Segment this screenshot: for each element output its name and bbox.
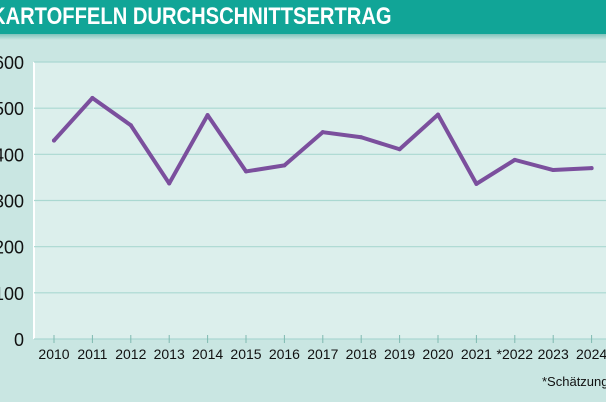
y-tick-label: 100 bbox=[0, 284, 24, 304]
x-tick-label: *2022 bbox=[497, 346, 534, 362]
header-bar: KARTOFFELN DURCHSCHNITTSERTRAG bbox=[0, 0, 606, 34]
x-tick-label: 2014 bbox=[192, 346, 223, 362]
data-point bbox=[474, 181, 479, 186]
y-tick-label: 600 bbox=[0, 53, 24, 73]
x-tick-label: 2024 bbox=[576, 346, 606, 362]
data-point bbox=[52, 138, 56, 143]
x-tick-label: 2018 bbox=[346, 346, 377, 362]
x-tick-label: 2019 bbox=[384, 346, 415, 362]
header-shadow bbox=[0, 34, 606, 40]
y-tick-label: 400 bbox=[0, 145, 24, 165]
data-point bbox=[282, 163, 287, 168]
data-point bbox=[512, 157, 517, 162]
x-tick-label: 2016 bbox=[269, 346, 300, 362]
data-point bbox=[589, 166, 594, 171]
x-tick-label: 2020 bbox=[422, 346, 453, 362]
x-tick-label: 2013 bbox=[154, 346, 185, 362]
page-title: KARTOFFELN DURCHSCHNITTSERTRAG bbox=[0, 3, 392, 30]
data-point bbox=[551, 168, 556, 173]
data-point bbox=[359, 135, 364, 140]
x-tick-label: 2010 bbox=[38, 346, 69, 362]
x-tick-label: 2012 bbox=[115, 346, 146, 362]
footnote: *Schätzung bbox=[542, 374, 606, 389]
x-tick-label: 2017 bbox=[307, 346, 338, 362]
data-point bbox=[90, 96, 95, 101]
data-point bbox=[128, 123, 133, 128]
y-tick-label: 200 bbox=[0, 238, 24, 258]
y-tick-label: 0 bbox=[14, 330, 24, 350]
x-tick-label: 2015 bbox=[230, 346, 261, 362]
y-tick-label: 500 bbox=[0, 99, 24, 119]
data-point bbox=[436, 112, 440, 117]
data-point bbox=[167, 181, 172, 186]
x-tick-label: 2021 bbox=[461, 346, 492, 362]
x-tick-label: 2023 bbox=[538, 346, 569, 362]
data-point bbox=[205, 113, 210, 118]
data-point bbox=[320, 130, 325, 135]
data-point bbox=[244, 169, 248, 174]
data-point bbox=[397, 147, 402, 152]
y-tick-label: 300 bbox=[0, 192, 24, 212]
x-tick-label: 2011 bbox=[77, 346, 107, 362]
